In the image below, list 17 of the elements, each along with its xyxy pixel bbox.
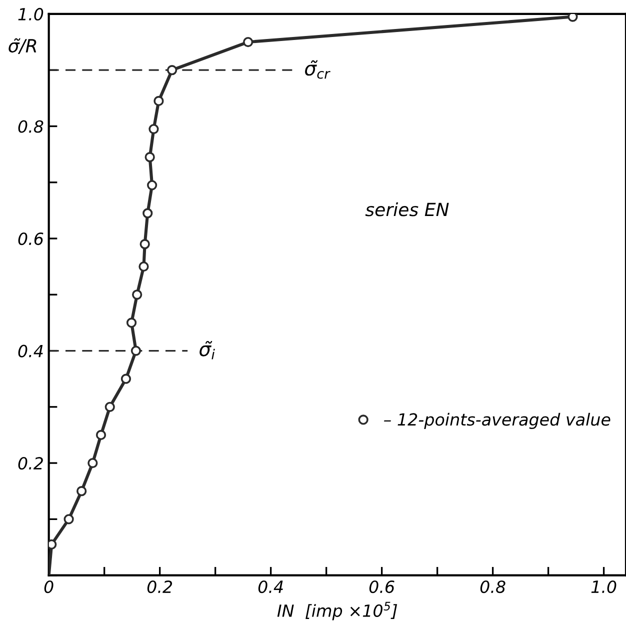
annotation: series EN [365, 202, 449, 216]
y-tick-label: 0.8 [18, 120, 44, 133]
legend-label: – 12-points-averaged value [384, 412, 610, 430]
y-tick-label: 0.6 [18, 232, 44, 246]
x-tick-label: 0.2 [147, 580, 172, 594]
ref-line-label: σ̃$_{i}$ [200, 340, 215, 360]
x-tick-label: 0.4 [258, 580, 283, 594]
x-tick-label: 0 [44, 580, 54, 594]
y-tick-label: 0.4 [18, 344, 43, 358]
x-tick-label: 0.6 [369, 580, 394, 594]
ref-line-label: σ̃$_{cr}$ [305, 60, 330, 79]
y-tick-label: 0.2 [18, 457, 43, 470]
x-axis-title: IN [imp ×10$^{5}$] [277, 602, 398, 620]
x-tick-label: 0.8 [480, 580, 506, 594]
y-tick-label: 1.0 [18, 8, 44, 21]
y-axis-title: σ̃/R [8, 38, 36, 54]
x-tick-label: 1.0 [591, 580, 616, 594]
